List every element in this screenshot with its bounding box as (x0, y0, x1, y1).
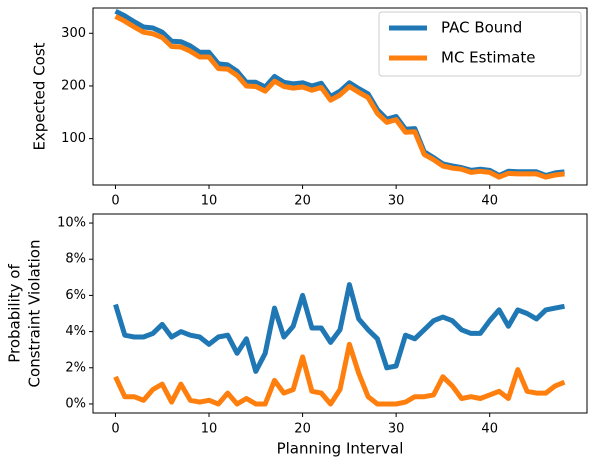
x-tick-label: 0 (111, 194, 119, 209)
y-tick-label: 0% (65, 396, 86, 411)
y-axis-label: Constraint Violation (26, 240, 44, 388)
y-tick-label: 8% (65, 252, 86, 267)
x-axis-label: Planning Interval (277, 440, 404, 458)
x-tick-label: 30 (388, 194, 405, 209)
series-line (113, 282, 565, 374)
y-tick-label: 100 (61, 131, 86, 146)
y-tick-label: 200 (61, 78, 86, 93)
legend-label: MC Estimate (441, 49, 535, 67)
legend: PAC Bound MC Estimate (378, 11, 582, 77)
y-axis-label: Probability of (6, 264, 24, 363)
x-tick-label: 10 (201, 422, 218, 437)
x-tick-label: 10 (201, 194, 218, 209)
y-tick-label: 4% (65, 324, 86, 339)
legend-label: PAC Bound (441, 19, 522, 37)
plot-frame (92, 213, 588, 414)
legend-box (378, 11, 582, 77)
series-line (113, 341, 566, 407)
y-tick-label: 2% (65, 360, 86, 375)
x-tick-label: 0 (111, 422, 119, 437)
x-tick-label: 20 (294, 194, 311, 209)
x-tick-label: 40 (481, 422, 498, 437)
series-line (114, 14, 565, 180)
plot-frame (92, 7, 588, 186)
y-tick-label: 300 (61, 26, 86, 41)
x-tick-label: 40 (481, 194, 498, 209)
x-tick-label: 30 (388, 422, 405, 437)
y-tick-label: 6% (65, 288, 86, 303)
x-tick-label: 20 (294, 422, 311, 437)
y-tick-label: 10% (57, 216, 86, 231)
y-axis-label: Expected Cost (31, 42, 49, 150)
